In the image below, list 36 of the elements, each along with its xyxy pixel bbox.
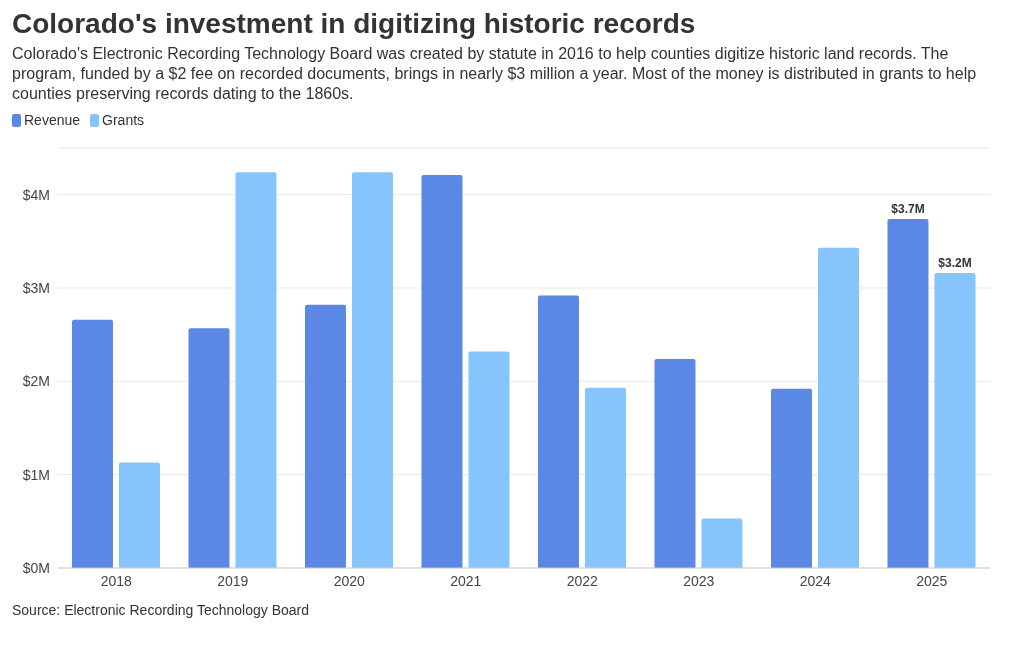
chart-subtitle: Colorado's Electronic Recording Technology Board was created by statute in 2016 to help counties digitize historic land records. The program, funded by a $2 fee on recorded documents, brings in nearly $3 million a year. Most of the money is distributed in grants to help counties preserving records dating to the 1860s. — [12, 44, 978, 104]
data-label: $3.2M — [938, 256, 972, 271]
source-note: Source: Electronic Recording Technology Board — [12, 602, 311, 618]
bar — [654, 358, 696, 568]
bar — [770, 388, 812, 568]
bar — [118, 462, 160, 568]
x-tick-label: 2021 — [450, 572, 482, 589]
x-tick-label: 2023 — [683, 572, 715, 589]
y-tick-label: $3M — [22, 279, 50, 296]
x-tick-label: 2025 — [916, 572, 948, 589]
y-tick-label: $1M — [22, 466, 50, 483]
bar — [817, 247, 859, 568]
bar — [468, 351, 510, 568]
y-tick-label: $2M — [22, 373, 50, 390]
legend-label: Revenue — [23, 112, 81, 128]
bar — [701, 518, 743, 568]
data-label: $3.7M — [891, 201, 925, 216]
bar — [584, 387, 626, 568]
bar — [235, 172, 277, 568]
bar — [304, 304, 346, 568]
chart-title: Colorado's investment in digitizing historic records — [12, 8, 697, 40]
x-tick-label: 2018 — [100, 572, 133, 589]
bar — [537, 295, 579, 568]
bar — [71, 319, 113, 568]
x-tick-label: 2019 — [217, 572, 249, 589]
x-tick-label: 2024 — [799, 572, 832, 589]
y-tick-label: $0M — [22, 559, 50, 576]
bar — [351, 172, 393, 568]
y-tick-label: $4M — [22, 186, 50, 203]
x-tick-label: 2020 — [333, 572, 366, 589]
legend-label: Grants — [101, 112, 145, 128]
x-tick-label: 2022 — [566, 572, 599, 589]
bar — [934, 273, 976, 568]
bar — [887, 218, 929, 568]
bar — [188, 328, 230, 568]
bar — [421, 175, 463, 568]
